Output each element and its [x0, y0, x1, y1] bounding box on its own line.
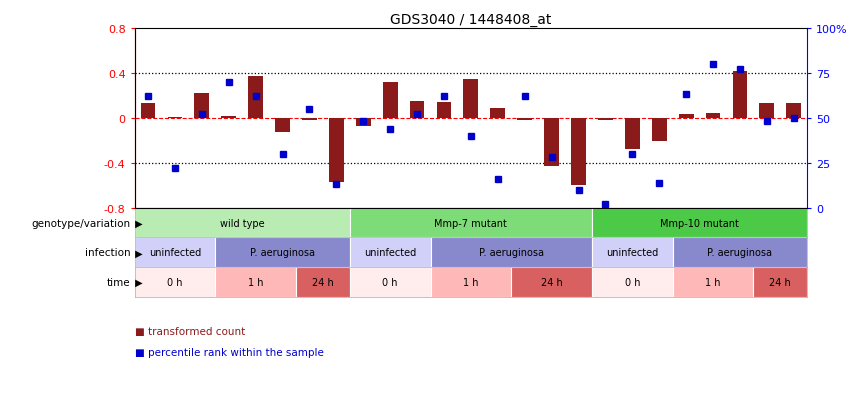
Bar: [571, 119, 586, 186]
Bar: [350, 208, 592, 238]
Bar: [215, 238, 350, 268]
Bar: [215, 268, 296, 297]
Bar: [652, 119, 667, 142]
Bar: [431, 268, 511, 297]
Text: 0 h: 0 h: [168, 278, 182, 287]
Bar: [753, 268, 807, 297]
Bar: [356, 119, 371, 126]
Bar: [350, 268, 431, 297]
Title: GDS3040 / 1448408_at: GDS3040 / 1448408_at: [391, 12, 551, 26]
Text: uninfected: uninfected: [364, 248, 417, 258]
Text: 0 h: 0 h: [383, 278, 398, 287]
Bar: [673, 238, 807, 268]
Bar: [141, 104, 155, 119]
Bar: [760, 104, 774, 119]
Bar: [296, 268, 350, 297]
Text: infection: infection: [84, 248, 130, 258]
Bar: [168, 117, 182, 119]
Bar: [786, 104, 801, 119]
Bar: [592, 268, 673, 297]
Bar: [733, 71, 747, 119]
Text: uninfected: uninfected: [148, 248, 201, 258]
Bar: [350, 238, 431, 268]
Text: time: time: [107, 278, 130, 287]
Text: genotype/variation: genotype/variation: [31, 218, 130, 228]
Text: ▶: ▶: [132, 278, 142, 287]
Bar: [598, 119, 613, 121]
Bar: [490, 109, 505, 119]
Bar: [410, 102, 424, 119]
Bar: [275, 119, 290, 133]
Bar: [437, 103, 451, 119]
Text: P. aeruginosa: P. aeruginosa: [707, 248, 773, 258]
Text: 24 h: 24 h: [312, 278, 334, 287]
Bar: [511, 268, 592, 297]
Text: 24 h: 24 h: [541, 278, 562, 287]
Bar: [592, 208, 807, 238]
Bar: [625, 119, 640, 150]
Bar: [431, 238, 592, 268]
Bar: [383, 83, 398, 119]
Bar: [135, 238, 215, 268]
Bar: [706, 114, 720, 119]
Text: Mmp-7 mutant: Mmp-7 mutant: [435, 218, 507, 228]
Text: 24 h: 24 h: [769, 278, 792, 287]
Bar: [592, 238, 673, 268]
Text: ■ transformed count: ■ transformed count: [135, 326, 245, 336]
Text: 1 h: 1 h: [706, 278, 720, 287]
Bar: [673, 268, 753, 297]
Bar: [302, 119, 317, 121]
Bar: [679, 115, 694, 119]
Text: 1 h: 1 h: [464, 278, 478, 287]
Text: uninfected: uninfected: [606, 248, 659, 258]
Bar: [544, 119, 559, 167]
Bar: [194, 94, 209, 119]
Text: wild type: wild type: [220, 218, 265, 228]
Text: ▶: ▶: [132, 248, 142, 258]
Text: P. aeruginosa: P. aeruginosa: [250, 248, 315, 258]
Bar: [517, 119, 532, 121]
Text: 0 h: 0 h: [625, 278, 640, 287]
Text: ■ percentile rank within the sample: ■ percentile rank within the sample: [135, 347, 324, 357]
Bar: [135, 208, 350, 238]
Bar: [248, 77, 263, 119]
Bar: [464, 79, 478, 119]
Bar: [221, 116, 236, 119]
Text: P. aeruginosa: P. aeruginosa: [479, 248, 543, 258]
Text: 1 h: 1 h: [248, 278, 263, 287]
Text: ▶: ▶: [132, 218, 142, 228]
Bar: [329, 119, 344, 183]
Text: Mmp-10 mutant: Mmp-10 mutant: [661, 218, 739, 228]
Bar: [135, 268, 215, 297]
